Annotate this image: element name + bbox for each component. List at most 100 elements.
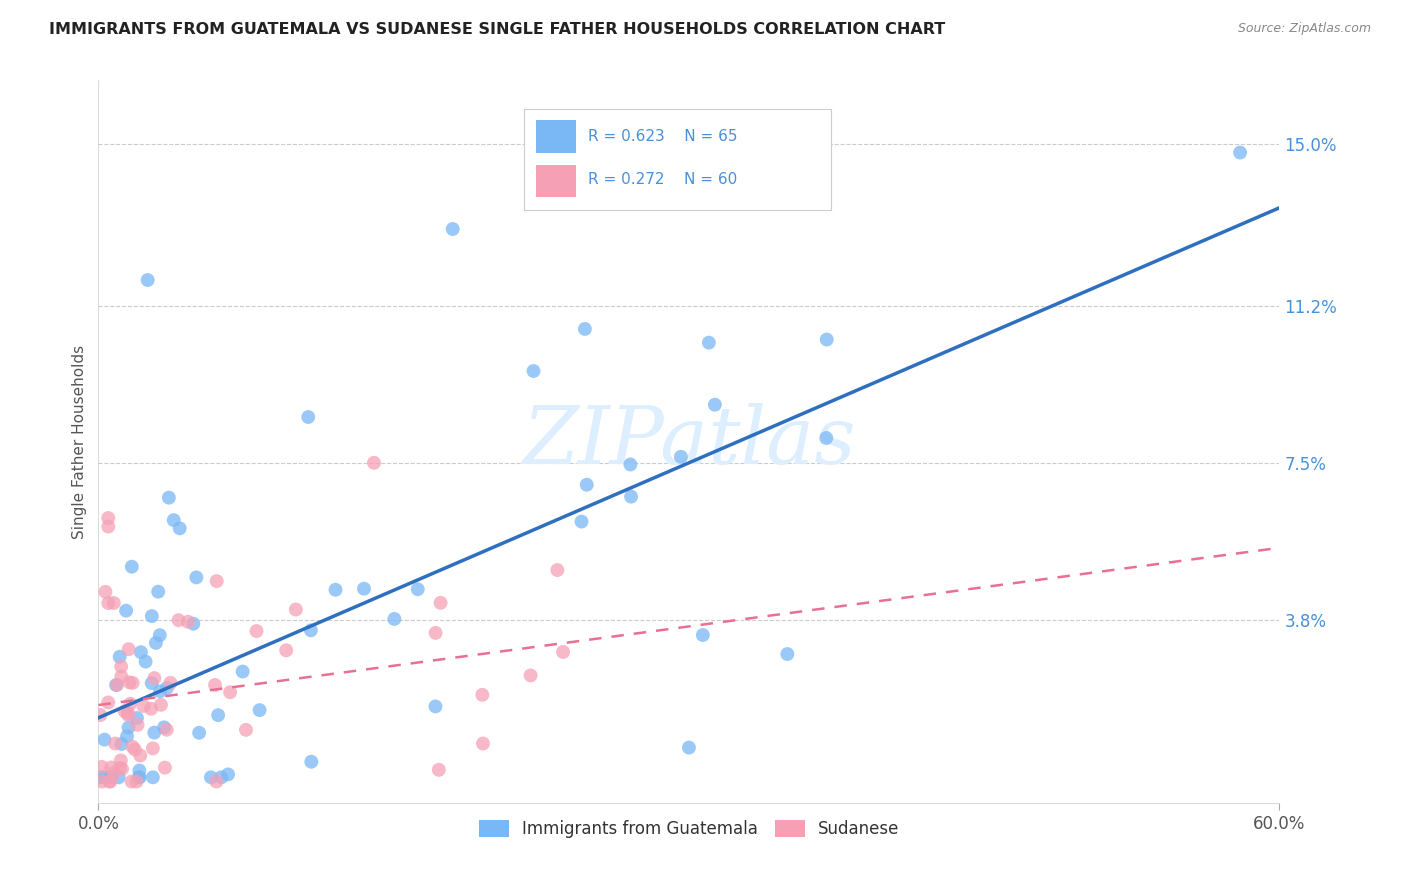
- Point: [169, 521, 191, 535]
- Point: [200, 770, 222, 784]
- Point: [128, 764, 150, 778]
- Point: [207, 708, 229, 723]
- Point: [551, 645, 574, 659]
- Point: [110, 669, 132, 683]
- Point: [110, 659, 132, 673]
- Point: [118, 675, 141, 690]
- Point: [619, 458, 641, 472]
- Point: [156, 723, 179, 737]
- Point: [90, 760, 112, 774]
- Point: [575, 477, 598, 491]
- Point: [141, 609, 163, 624]
- Point: [125, 711, 148, 725]
- Point: [382, 612, 405, 626]
- Point: [574, 322, 596, 336]
- Y-axis label: Single Father Households: Single Father Households: [72, 344, 87, 539]
- Point: [156, 681, 179, 695]
- Point: [114, 704, 136, 718]
- Point: [105, 678, 128, 692]
- Point: [167, 613, 190, 627]
- Point: [132, 698, 155, 713]
- Point: [128, 770, 150, 784]
- Point: [522, 364, 544, 378]
- Point: [128, 770, 150, 784]
- Point: [159, 676, 181, 690]
- Point: [363, 456, 385, 470]
- Point: [124, 742, 146, 756]
- Point: [141, 676, 163, 690]
- Point: [217, 767, 239, 781]
- Point: [136, 273, 159, 287]
- Point: [776, 647, 799, 661]
- Point: [97, 519, 120, 533]
- Point: [117, 721, 139, 735]
- Text: Source: ZipAtlas.com: Source: ZipAtlas.com: [1237, 22, 1371, 36]
- Point: [98, 774, 121, 789]
- Point: [425, 626, 447, 640]
- Point: [299, 624, 322, 638]
- Point: [186, 570, 208, 584]
- Point: [571, 515, 593, 529]
- Point: [135, 655, 157, 669]
- Point: [115, 604, 138, 618]
- Point: [111, 762, 134, 776]
- Point: [177, 615, 200, 629]
- Point: [249, 703, 271, 717]
- Point: [678, 740, 700, 755]
- Point: [120, 697, 142, 711]
- Point: [429, 596, 451, 610]
- Point: [90, 770, 112, 784]
- Point: [519, 668, 541, 682]
- Point: [297, 410, 319, 425]
- Point: [235, 723, 257, 737]
- Point: [546, 563, 568, 577]
- Point: [441, 222, 464, 236]
- Point: [232, 665, 254, 679]
- Point: [94, 585, 117, 599]
- Point: [125, 774, 148, 789]
- Text: ZIPatlas: ZIPatlas: [522, 403, 856, 480]
- Point: [103, 766, 125, 780]
- Point: [692, 628, 714, 642]
- Point: [143, 671, 166, 685]
- Point: [245, 624, 267, 638]
- Point: [129, 645, 152, 659]
- Point: [121, 676, 143, 690]
- Point: [205, 574, 228, 588]
- Point: [353, 582, 375, 596]
- Point: [94, 770, 117, 784]
- Point: [148, 584, 170, 599]
- Point: [163, 513, 186, 527]
- Point: [284, 602, 307, 616]
- Point: [276, 643, 298, 657]
- Point: [149, 628, 172, 642]
- Point: [104, 737, 127, 751]
- Point: [97, 696, 120, 710]
- Legend: Immigrants from Guatemala, Sudanese: Immigrants from Guatemala, Sudanese: [472, 814, 905, 845]
- Point: [142, 770, 165, 784]
- Point: [425, 699, 447, 714]
- Point: [325, 582, 347, 597]
- Point: [103, 596, 125, 610]
- Point: [149, 684, 172, 698]
- Point: [121, 559, 143, 574]
- Point: [703, 398, 725, 412]
- Point: [91, 774, 114, 789]
- Point: [100, 770, 122, 784]
- Point: [471, 688, 494, 702]
- Point: [97, 511, 120, 525]
- Point: [427, 763, 450, 777]
- Point: [299, 755, 322, 769]
- Point: [127, 718, 149, 732]
- Point: [1229, 145, 1251, 160]
- Point: [115, 729, 138, 743]
- Point: [139, 702, 162, 716]
- Point: [153, 761, 176, 775]
- Point: [204, 678, 226, 692]
- Point: [219, 685, 242, 699]
- Point: [697, 335, 720, 350]
- Point: [209, 770, 232, 784]
- Point: [98, 774, 121, 789]
- Point: [142, 741, 165, 756]
- Point: [149, 698, 172, 712]
